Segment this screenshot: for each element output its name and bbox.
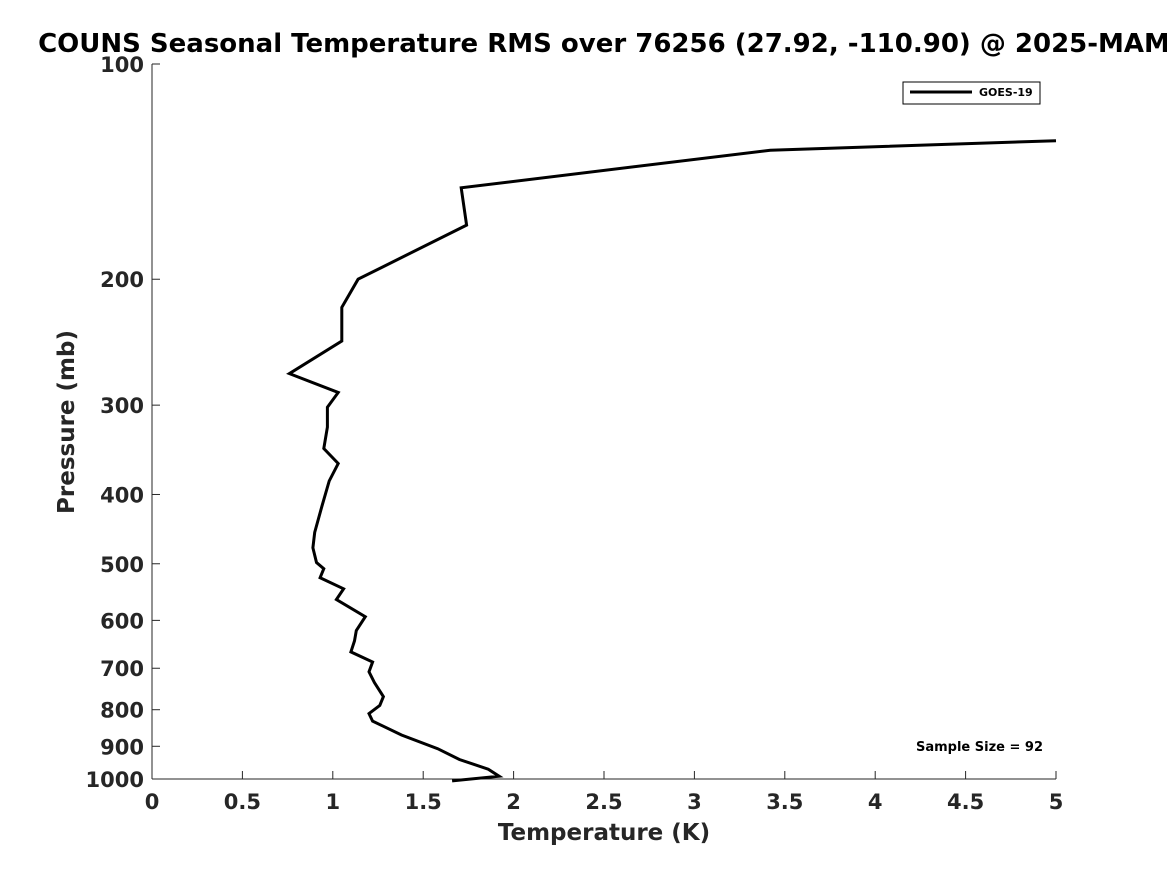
x-tick-label: 0.5 [224,790,261,814]
x-tick-label: 1.5 [405,790,442,814]
x-tick-label: 4.5 [947,790,984,814]
y-tick-label: 700 [100,657,144,681]
y-tick-label: 500 [100,553,144,577]
legend-label-goes-19: GOES-19 [979,86,1033,99]
x-tick-label: 0 [145,790,160,814]
series-line-goes-19 [286,139,1057,783]
y-tick-label: 900 [100,735,144,759]
y-tick-label: 400 [100,483,144,507]
y-axis-ticks: 100 200 300 400 500 600 700 800 900 1000 [86,53,160,792]
chart-title: COUNS Seasonal Temperature RMS over 7625… [38,29,1167,59]
y-tick-label: 1000 [86,768,144,792]
x-axis-label: Temperature (K) [498,820,710,846]
x-tick-label: 5 [1049,790,1064,814]
y-tick-label: 100 [100,53,144,77]
x-tick-label: 1 [325,790,340,814]
sample-size-annotation: Sample Size = 92 [916,740,1043,755]
y-axis-label: Pressure (mb) [54,330,80,514]
y-tick-label: 200 [100,268,144,292]
y-tick-label: 800 [100,699,144,723]
x-axis-ticks: 0 0.5 1 1.5 2 2.5 3 3.5 4 4.5 5 [145,771,1064,814]
x-tick-label: 3.5 [766,790,803,814]
y-tick-label: 600 [100,609,144,633]
x-tick-label: 4 [868,790,883,814]
x-tick-label: 2 [506,790,521,814]
legend: GOES-19 [902,81,1041,105]
x-tick-label: 2.5 [585,790,622,814]
x-tick-label: 3 [687,790,702,814]
y-tick-label: 300 [100,394,144,418]
series-layer [286,139,1057,783]
